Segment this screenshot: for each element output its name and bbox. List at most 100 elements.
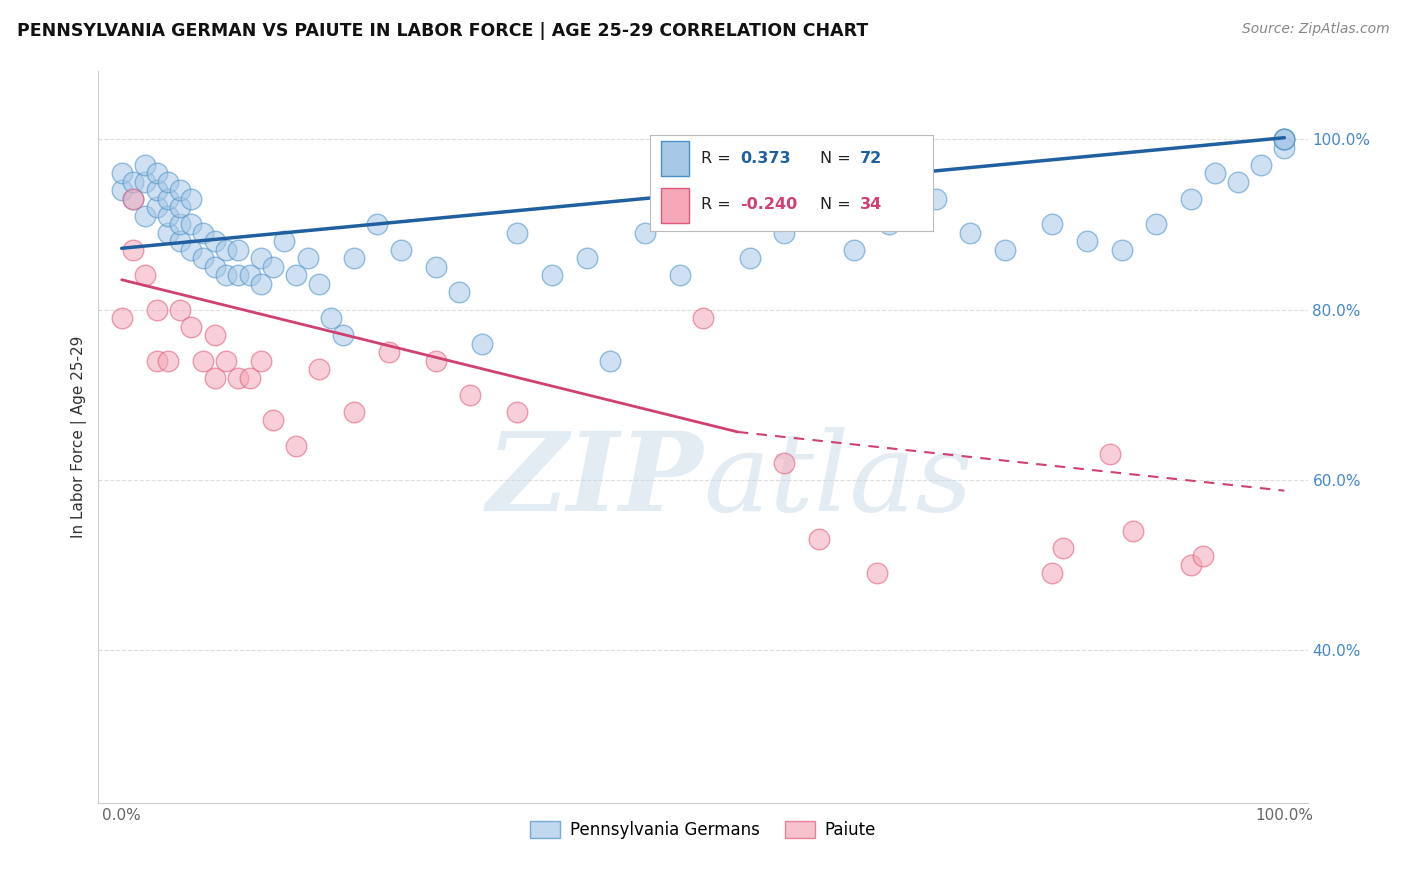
Point [1122, 524, 1144, 538]
Point [1052, 541, 1074, 555]
Point [169, 183, 191, 197]
Point [1272, 132, 1295, 146]
Point [319, 311, 342, 326]
Point [1040, 566, 1063, 581]
Point [1250, 158, 1272, 172]
Text: PENNSYLVANIA GERMAN VS PAIUTE IN LABOR FORCE | AGE 25-29 CORRELATION CHART: PENNSYLVANIA GERMAN VS PAIUTE IN LABOR F… [17, 22, 868, 40]
Point [308, 277, 330, 291]
Point [866, 566, 889, 581]
Point [169, 201, 191, 215]
Text: R =: R = [700, 197, 735, 212]
Legend: Pennsylvania Germans, Paiute: Pennsylvania Germans, Paiute [523, 814, 883, 846]
Point [134, 175, 156, 189]
Point [1226, 175, 1249, 189]
Point [145, 166, 167, 180]
Point [378, 345, 401, 359]
Text: N =: N = [820, 197, 856, 212]
Text: 0.373: 0.373 [741, 151, 792, 166]
Point [157, 209, 180, 223]
Point [425, 260, 447, 274]
Point [738, 252, 761, 266]
Point [180, 192, 202, 206]
Point [959, 226, 981, 240]
FancyBboxPatch shape [661, 188, 689, 223]
Point [157, 175, 180, 189]
Point [808, 532, 831, 546]
Point [157, 192, 180, 206]
Point [145, 201, 167, 215]
Point [250, 353, 273, 368]
Point [145, 302, 167, 317]
Point [332, 328, 354, 343]
Point [1272, 132, 1295, 146]
Point [703, 201, 725, 215]
Point [389, 243, 412, 257]
Point [180, 218, 202, 232]
Text: R =: R = [700, 151, 735, 166]
Point [599, 353, 621, 368]
Point [111, 311, 134, 326]
Point [285, 439, 308, 453]
Text: N =: N = [820, 151, 856, 166]
Point [808, 201, 831, 215]
Point [1098, 447, 1121, 461]
Text: -0.240: -0.240 [741, 197, 797, 212]
Point [994, 243, 1017, 257]
Point [506, 226, 529, 240]
Point [134, 158, 156, 172]
Point [169, 302, 191, 317]
Point [460, 387, 482, 401]
Point [1272, 141, 1295, 155]
Y-axis label: In Labor Force | Age 25-29: In Labor Force | Age 25-29 [72, 336, 87, 538]
Point [134, 268, 156, 283]
Point [1076, 235, 1098, 249]
Point [1204, 166, 1226, 180]
Point [540, 268, 562, 283]
Point [226, 243, 249, 257]
Point [366, 218, 388, 232]
Text: atlas: atlas [703, 427, 973, 534]
Point [239, 268, 262, 283]
Point [145, 353, 167, 368]
Point [215, 353, 238, 368]
Point [343, 252, 366, 266]
Point [169, 235, 191, 249]
Point [204, 328, 226, 343]
Point [506, 404, 529, 418]
Point [471, 336, 494, 351]
Point [111, 183, 134, 197]
Point [204, 370, 226, 384]
Point [111, 166, 134, 180]
Point [204, 235, 226, 249]
Point [250, 252, 273, 266]
Point [122, 192, 145, 206]
Point [343, 404, 366, 418]
Point [308, 362, 330, 376]
Point [1272, 132, 1295, 146]
Text: 34: 34 [859, 197, 882, 212]
Point [262, 413, 284, 427]
Point [180, 243, 202, 257]
Point [191, 353, 214, 368]
Point [924, 192, 946, 206]
Point [773, 226, 796, 240]
Point [239, 370, 262, 384]
Point [575, 252, 598, 266]
Point [191, 226, 214, 240]
Point [250, 277, 273, 291]
Point [634, 226, 657, 240]
Point [668, 268, 690, 283]
Text: 72: 72 [859, 151, 882, 166]
Point [844, 243, 866, 257]
Point [1180, 192, 1202, 206]
Point [215, 268, 238, 283]
Point [1192, 549, 1215, 563]
Point [226, 268, 249, 283]
Point [169, 218, 191, 232]
Point [297, 252, 319, 266]
Point [226, 370, 249, 384]
Text: Source: ZipAtlas.com: Source: ZipAtlas.com [1241, 22, 1389, 37]
Point [145, 183, 167, 197]
Point [157, 226, 180, 240]
Point [157, 353, 180, 368]
